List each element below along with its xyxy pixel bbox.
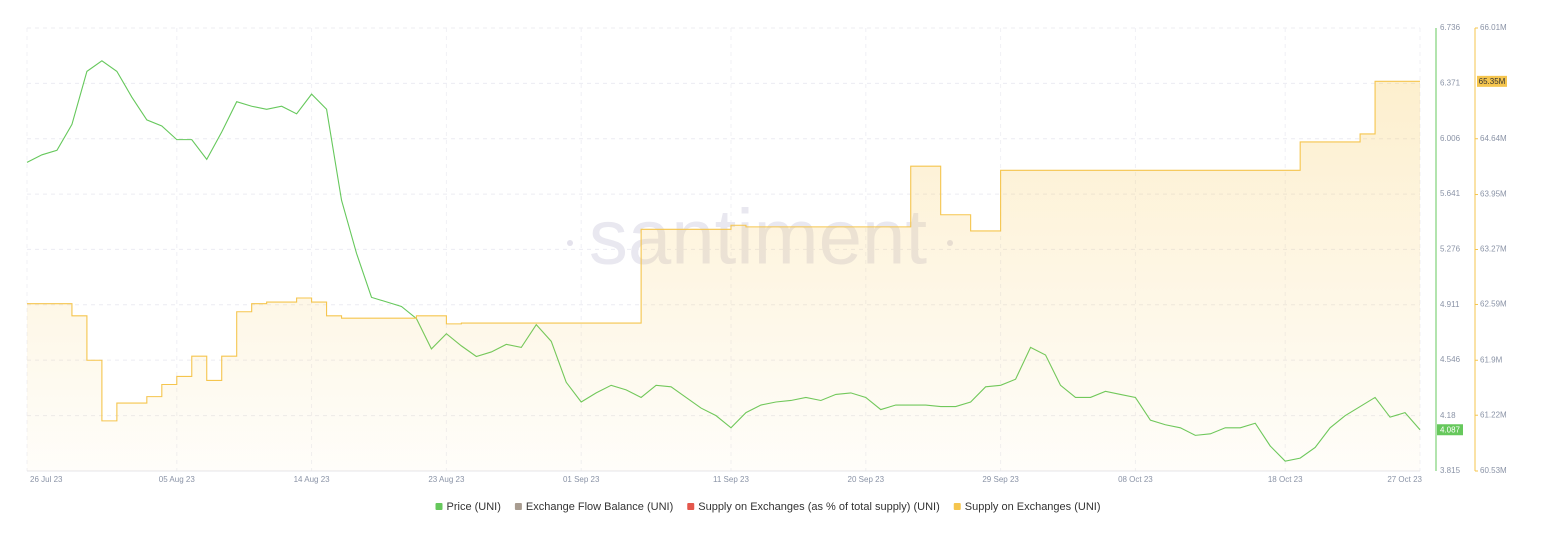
line (27, 80, 1420, 422)
legend-swatch (435, 503, 443, 510)
legend-swatch (514, 503, 522, 510)
y-tick-label: 5.276 (1440, 245, 1461, 254)
x-tick-label: 11 Sep 23 (713, 475, 749, 484)
y2-tick-label: 63.27M (1480, 245, 1507, 254)
value-badge (1477, 75, 1507, 87)
y-tick-label: 4.546 (1440, 355, 1461, 364)
y-tick-label: 6.006 (1440, 134, 1461, 143)
legend-label: Supply on Exchanges (UNI) (965, 501, 1101, 513)
legend-swatch (953, 503, 961, 510)
legend-label: Price (UNI) (447, 501, 501, 513)
y-tick-label: 6.736 (1440, 23, 1461, 32)
x-tick-label: 23 Aug 23 (428, 475, 465, 484)
x-tick-label: 27 Oct 23 (1387, 475, 1422, 484)
y2-tick-label: 63.95M (1480, 190, 1507, 199)
y-tick-label: 5.641 (1440, 189, 1461, 198)
value-badge-label: 4.087 (1440, 425, 1461, 434)
y2-tick-label: 61.22M (1480, 410, 1507, 419)
x-tick-label: 20 Sep 23 (848, 475, 885, 484)
value-badge-label: 65.35M (1479, 77, 1506, 86)
x-tick-label: 08 Oct 23 (1118, 475, 1153, 484)
legend: Price (UNI) Exchange Flow Balance (UNI) Su… (435, 501, 1101, 513)
legend-swatch (687, 503, 695, 510)
watermark-dot (567, 240, 573, 246)
y-tick-label: 3.815 (1440, 466, 1461, 475)
y2-tick-label: 66.01M (1480, 23, 1507, 32)
y2-tick-label: 61.9M (1480, 355, 1503, 364)
y-tick-label: 4.911 (1440, 300, 1460, 309)
y2-tick-label: 62.59M (1480, 300, 1507, 309)
value-badge (1437, 424, 1463, 436)
x-tick-label: 29 Sep 23 (982, 475, 1019, 484)
x-tick-label: 26 Jul 23 (30, 475, 63, 484)
y2-tick-label: 64.64M (1480, 134, 1507, 143)
area (27, 81, 1420, 472)
y-tick-label: 6.371 (1440, 78, 1461, 87)
legend-label: Supply on Exchanges (as % of total suppl… (698, 501, 940, 513)
x-tick-label: 14 Aug 23 (294, 475, 331, 484)
x-tick-label: 01 Sep 23 (563, 475, 600, 484)
x-tick-label: 05 Aug 23 (159, 475, 196, 484)
y2-tick-label: 60.53M (1480, 466, 1507, 475)
legend-label: Exchange Flow Balance (UNI) (526, 501, 673, 513)
x-tick-label: 18 Oct 23 (1268, 475, 1303, 484)
y-tick-label: 4.18 (1440, 411, 1456, 420)
